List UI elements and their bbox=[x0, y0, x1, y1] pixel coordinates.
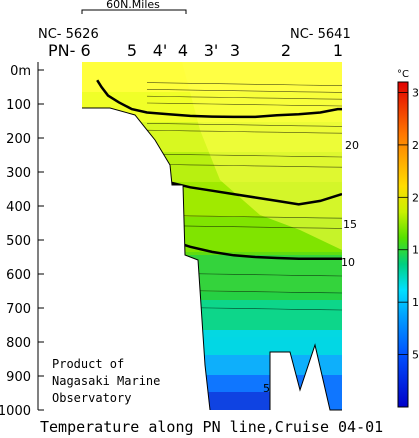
y-tick-label: 0m bbox=[10, 64, 31, 79]
observatory-annotation: Product of Nagasaki Marine Observatory bbox=[52, 357, 160, 405]
isotherm-label: 10 bbox=[341, 256, 355, 269]
annotation-line-2: Nagasaki Marine bbox=[52, 374, 160, 388]
color-scale-tick-label: 30 bbox=[412, 86, 419, 99]
station-label: 5 bbox=[127, 41, 137, 60]
station-prefix-label: PN- 6 bbox=[48, 41, 91, 60]
color-scale-ticks: 30 25 20 15 10 5 bbox=[398, 86, 419, 362]
color-scale: °C 30 25 20 15 10 5 bbox=[397, 69, 419, 408]
contour-line bbox=[146, 129, 342, 134]
chart-title: Temperature along PN line,Cruise 04-01 bbox=[40, 418, 383, 436]
contour-line bbox=[146, 123, 342, 127]
annotation-line-1: Product of bbox=[52, 357, 124, 371]
color-scale-tick-label: 5 bbox=[412, 349, 419, 362]
contour-line bbox=[146, 153, 342, 158]
isotherm-label: 20 bbox=[345, 139, 359, 152]
contour-line bbox=[146, 82, 342, 86]
sea-floor-line bbox=[82, 107, 342, 411]
station-code-left: NC- 5626 bbox=[38, 27, 99, 42]
y-tick-label: 500 bbox=[6, 234, 31, 249]
color-scale-tick-label: 20 bbox=[412, 191, 419, 204]
station-labels: 5 4' 4 3' 3 2 1 bbox=[127, 41, 343, 60]
station-code-right: NC- 5641 bbox=[290, 27, 351, 42]
y-tick-label: 1000 bbox=[0, 404, 31, 419]
y-tick-label: 200 bbox=[6, 132, 31, 147]
color-scale-unit: °C bbox=[397, 69, 409, 80]
isotherm-label: 5 bbox=[263, 382, 270, 395]
y-tick-label: 400 bbox=[6, 200, 31, 215]
y-tick-label: 300 bbox=[6, 166, 31, 181]
color-scale-bar bbox=[397, 81, 409, 408]
contour-line bbox=[146, 95, 342, 100]
y-axis: 0m 100 200 300 400 500 600 700 800 900 1000 bbox=[0, 62, 44, 419]
isotherm-labels: 20 15 10 5 bbox=[263, 139, 359, 395]
y-tick-label: 900 bbox=[6, 370, 31, 385]
y-tick-label: 600 bbox=[6, 268, 31, 283]
y-tick-label: 700 bbox=[6, 302, 31, 317]
isotherm-20 bbox=[96, 79, 342, 119]
station-label: 3' bbox=[204, 41, 219, 60]
isotherm-5 bbox=[158, 334, 196, 374]
station-label: 4' bbox=[153, 41, 168, 60]
scale-bar-label: 60N.Miles bbox=[106, 0, 160, 11]
scale-bar bbox=[81, 9, 187, 14]
y-tick-label: 100 bbox=[6, 98, 31, 113]
isotherm-label: 15 bbox=[343, 218, 357, 231]
contour-line bbox=[146, 89, 342, 93]
color-scale-tick-label: 15 bbox=[412, 244, 419, 257]
color-scale-tick-label: 25 bbox=[412, 139, 419, 152]
annotation-line-3: Observatory bbox=[52, 391, 131, 405]
station-label: 2 bbox=[281, 41, 291, 60]
y-ticks: 0m 100 200 300 400 500 600 700 800 900 1000 bbox=[0, 64, 44, 419]
station-label: 3 bbox=[230, 41, 240, 60]
contour-line bbox=[146, 102, 342, 107]
station-label: 1 bbox=[333, 41, 343, 60]
color-scale-tick-label: 10 bbox=[412, 296, 419, 309]
contour-line bbox=[146, 163, 342, 168]
station-label: 4 bbox=[178, 41, 188, 60]
y-tick-label: 800 bbox=[6, 336, 31, 351]
